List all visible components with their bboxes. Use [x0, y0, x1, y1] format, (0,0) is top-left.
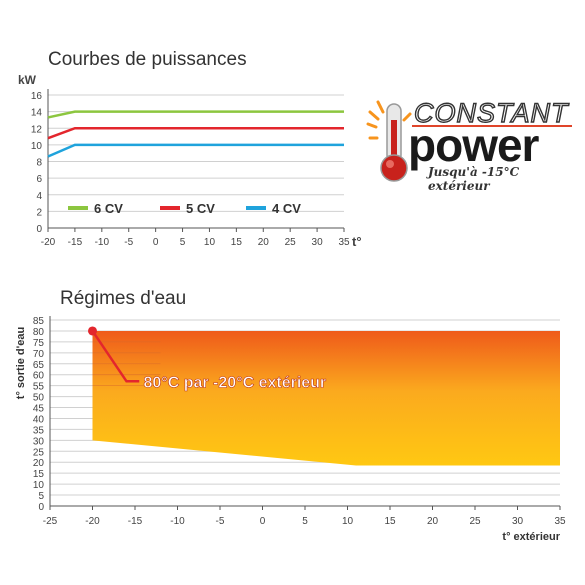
y-tick-label: 50 [33, 393, 45, 404]
x-tick-label: -5 [216, 516, 225, 527]
operating-area [92, 330, 560, 466]
y-tick-label: 16 [31, 91, 43, 102]
y-tick-label: 25 [33, 447, 45, 458]
x-axis-label: t° extérieur [502, 531, 560, 543]
series-line [47, 143, 344, 158]
x-tick-label: 15 [231, 237, 243, 248]
x-tick-label: 5 [302, 516, 308, 527]
logo-accent-line [412, 125, 572, 127]
x-tick-label: 0 [153, 237, 159, 248]
y-tick-label: 5 [38, 491, 44, 502]
x-tick-label: 15 [384, 516, 396, 527]
x-tick-label: 25 [469, 516, 481, 527]
logo-constant-text: CONSTANT [413, 97, 569, 128]
y-tick-label: 10 [33, 480, 45, 491]
y-tick-label: 20 [33, 458, 45, 469]
y-tick-label: 0 [36, 224, 42, 235]
x-tick-label: -5 [124, 237, 133, 248]
x-tick-label: -15 [128, 516, 143, 527]
y-tick-label: 65 [33, 360, 45, 371]
y-tick-label: 4 [36, 191, 42, 202]
y-tick-label: 6 [36, 174, 42, 185]
x-tick-label: -20 [41, 237, 56, 248]
y-tick-label: 70 [33, 349, 45, 360]
y-tick-label: 30 [33, 436, 45, 447]
x-axis-label: t° [352, 234, 362, 249]
series-line [47, 127, 344, 140]
annotation-leader [91, 330, 140, 383]
legend-label: 6 CV [94, 201, 123, 216]
x-tick-label: -10 [170, 516, 185, 527]
y-tick-label: 80 [33, 327, 45, 338]
y-tick-label: 35 [33, 425, 45, 436]
y-tick-label: 12 [31, 124, 43, 135]
power-chart-title: Courbes de puissances [48, 49, 247, 70]
x-tick-label: 30 [512, 516, 524, 527]
y-axis-label: t° sortie d'eau [15, 327, 27, 399]
data-marker [88, 326, 97, 336]
constant-power-logo: CONSTANT power Jusqu'à -15°C extérieur [362, 92, 577, 193]
legend-label: 4 CV [272, 201, 301, 216]
x-tick-label: 20 [258, 237, 270, 248]
x-tick-label: 0 [260, 516, 266, 527]
x-tick-label: -15 [68, 237, 83, 248]
x-tick-label: 10 [342, 516, 354, 527]
thermometer-icon [366, 100, 412, 182]
y-tick-label: 14 [31, 108, 43, 119]
y-tick-label: 10 [31, 141, 43, 152]
y-tick-label: 75 [33, 338, 45, 349]
logo-subtitle: Jusqu'à -15°C extérieur [428, 165, 520, 193]
y-tick-label: 2 [36, 207, 42, 218]
x-tick-label: 25 [285, 237, 297, 248]
x-tick-label: 5 [180, 237, 186, 248]
y-tick-label: 60 [33, 371, 45, 382]
x-tick-label: -20 [85, 516, 100, 527]
y-tick-label: 55 [33, 382, 45, 393]
x-tick-label: 20 [427, 516, 439, 527]
y-tick-label: 0 [38, 502, 44, 513]
legend-label: 5 CV [186, 201, 215, 216]
y-tick-label: 85 [33, 316, 45, 327]
annotation-label: 80°C par -20°C extérieur [144, 374, 327, 391]
water-chart-title: Régimes d'eau [60, 288, 187, 309]
logo-power-text: power [408, 119, 539, 171]
x-tick-label: 10 [204, 237, 216, 248]
y-tick-label: 8 [36, 158, 42, 169]
series-line [47, 110, 344, 119]
y-tick-label: 45 [33, 404, 45, 415]
x-tick-label: -25 [43, 516, 58, 527]
x-tick-label: 35 [554, 516, 566, 527]
y-tick-label: 15 [33, 469, 45, 480]
y-tick-label: 40 [33, 414, 45, 425]
x-tick-label: -10 [95, 237, 110, 248]
x-tick-label: 30 [312, 237, 324, 248]
x-tick-label: 35 [338, 237, 350, 248]
y-axis-label: kW [18, 73, 37, 87]
